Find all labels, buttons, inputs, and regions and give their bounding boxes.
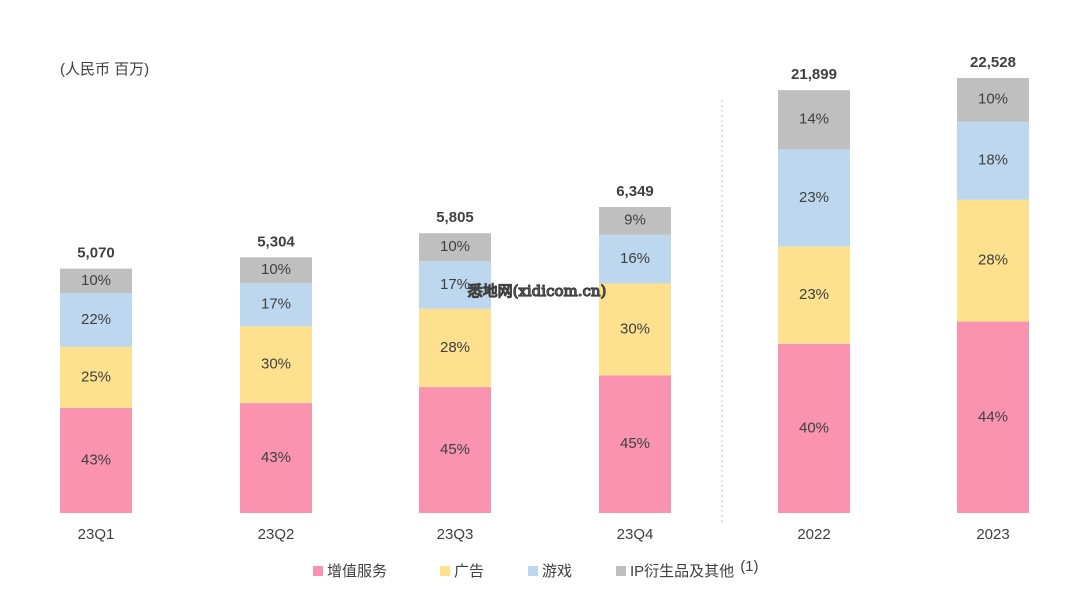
value-label: 9%: [624, 212, 646, 229]
value-label: 16%: [620, 250, 650, 267]
value-label: 23%: [799, 189, 829, 206]
value-label: 45%: [440, 441, 470, 458]
bar-segment: [778, 90, 850, 150]
legend-swatch: [313, 566, 323, 576]
bar-segment: [240, 257, 312, 283]
x-tick-label: 23Q3: [437, 526, 474, 543]
value-label: 30%: [620, 320, 650, 337]
bar-segment: [599, 283, 671, 376]
legend-swatch: [528, 566, 538, 576]
bar-segment: [957, 199, 1029, 322]
value-label: 10%: [978, 91, 1008, 108]
legend-label: 增值服务: [327, 563, 387, 580]
total-label: 6,349: [616, 183, 654, 200]
value-label: 10%: [81, 272, 111, 289]
bar-segment: [419, 387, 491, 513]
bar-segment: [240, 403, 312, 513]
bar-segment: [60, 346, 132, 408]
bar-segment: [957, 121, 1029, 200]
total-label: 5,070: [77, 245, 115, 262]
value-label: 43%: [261, 449, 291, 466]
value-label: 45%: [620, 435, 650, 452]
x-tick-label: 23Q4: [617, 526, 654, 543]
value-label: 17%: [261, 296, 291, 313]
total-label: 22,528: [970, 54, 1016, 71]
bar-segment: [60, 407, 132, 513]
total-label: 21,899: [791, 66, 837, 83]
value-label: 44%: [978, 408, 1008, 425]
x-tick-label: 23Q2: [258, 526, 295, 543]
bar-segment: [240, 326, 312, 404]
bar-segment: [778, 149, 850, 247]
bar-segment: [599, 207, 671, 235]
bar-segment: [599, 234, 671, 284]
legend-swatch: [616, 566, 626, 576]
total-label: 5,304: [257, 233, 295, 250]
value-label: 30%: [261, 356, 291, 373]
legend-label: 广告: [454, 563, 484, 580]
value-label: 40%: [799, 419, 829, 436]
watermark: 悉地网(xidicom.cn): [468, 282, 607, 300]
bar-segment: [60, 293, 132, 347]
value-label: 22%: [81, 311, 111, 328]
value-label: 17%: [440, 276, 470, 293]
bar-segment: [599, 375, 671, 513]
legend-label: IP衍生品及其他: [630, 563, 734, 580]
value-label: 10%: [261, 261, 291, 278]
value-label: 10%: [440, 238, 470, 255]
legend-swatch: [440, 566, 450, 576]
value-label: 28%: [440, 339, 470, 356]
subtitle: (人民币 百万): [60, 61, 149, 78]
bar-segment: [60, 268, 132, 294]
bar-segment: [419, 233, 491, 262]
value-label: 28%: [978, 252, 1008, 269]
value-label: 25%: [81, 368, 111, 385]
value-label: 18%: [978, 152, 1008, 169]
x-tick-label: 23Q1: [78, 526, 115, 543]
legend-note: (1): [740, 558, 758, 575]
bar-segment: [957, 78, 1029, 122]
bar-segment: [778, 343, 850, 513]
x-tick-label: 2022: [797, 526, 830, 543]
bar-segment: [419, 261, 491, 309]
x-tick-label: 2023: [976, 526, 1009, 543]
value-label: 14%: [799, 111, 829, 128]
bar-segment: [240, 282, 312, 327]
value-label: 43%: [81, 451, 111, 468]
bar-segment: [957, 321, 1029, 513]
total-label: 5,805: [436, 209, 474, 226]
bar-segment: [778, 246, 850, 344]
value-label: 23%: [799, 286, 829, 303]
legend-label: 游戏: [542, 563, 572, 580]
bar-segment: [419, 308, 491, 388]
